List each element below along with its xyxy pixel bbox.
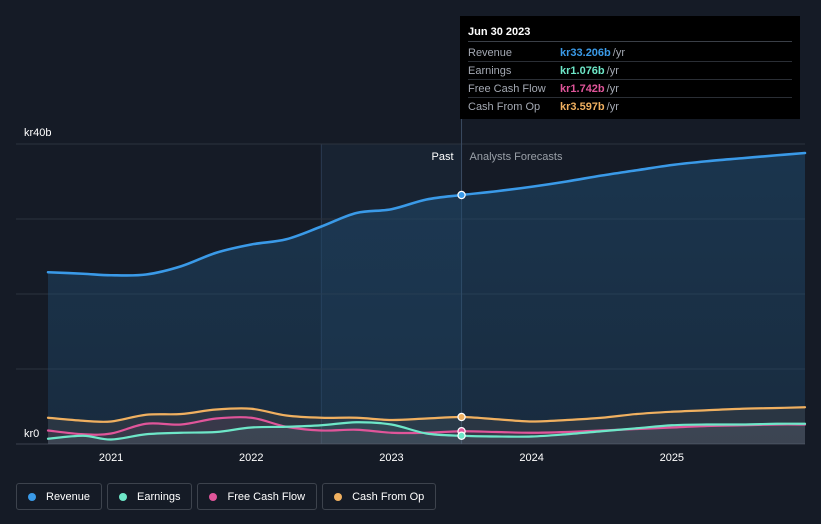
y-axis-label: kr40b bbox=[24, 127, 52, 139]
cash-from-op-marker bbox=[457, 412, 466, 422]
free-cash-flow-area bbox=[48, 417, 805, 444]
forecast-label: Analysts Forecasts bbox=[470, 151, 563, 163]
x-tick-label: 2023 bbox=[379, 452, 403, 464]
x-tick-label: 2024 bbox=[519, 452, 543, 464]
x-tick-label: 2021 bbox=[99, 452, 123, 464]
earnings-area bbox=[48, 422, 805, 444]
legend: Revenue Earnings Free Cash Flow Cash Fro… bbox=[16, 483, 437, 510]
tooltip-row-value: kr1.076b bbox=[560, 64, 605, 77]
legend-label: Earnings bbox=[137, 490, 181, 503]
tooltip-row-label: Earnings bbox=[468, 64, 512, 77]
legend-dot-icon bbox=[119, 492, 128, 501]
legend-dot-icon bbox=[28, 492, 36, 501]
tooltip-row-value: kr33.206b bbox=[560, 46, 611, 59]
tooltip-row-label: Cash From Op bbox=[468, 100, 541, 113]
tooltip-date: Jun 30 2023 bbox=[468, 25, 792, 42]
legend-label: Free Cash Flow bbox=[227, 490, 306, 503]
tooltip-row-unit: /yr bbox=[606, 64, 619, 77]
legend-dot-icon bbox=[334, 492, 343, 501]
legend-item-revenue[interactable]: Revenue bbox=[16, 483, 103, 510]
tooltip-row-cash-from-op: Cash From Op kr3.597b /yr bbox=[468, 98, 792, 115]
past-label: Past bbox=[432, 151, 454, 163]
legend-item-free-cash-flow[interactable]: Free Cash Flow bbox=[197, 483, 318, 510]
x-tick-label: 2022 bbox=[239, 452, 263, 464]
legend-item-cash-from-op[interactable]: Cash From Op bbox=[322, 483, 437, 510]
y-axis-label: kr0 bbox=[24, 428, 39, 440]
revenue-line bbox=[46, 151, 807, 277]
legend-label: Cash From Op bbox=[352, 490, 425, 503]
tooltip-panel: Jun 30 2023 Revenue kr33.206b /yr Earnin… bbox=[460, 16, 800, 119]
revenue-area bbox=[48, 153, 805, 444]
tooltip-row-unit: /yr bbox=[612, 46, 625, 59]
tooltip-row-free-cash-flow: Free Cash Flow kr1.742b /yr bbox=[468, 80, 792, 98]
tooltip-row-value: kr1.742b bbox=[560, 82, 605, 95]
tooltip-row-earnings: Earnings kr1.076b /yr bbox=[468, 62, 792, 80]
legend-label: Revenue bbox=[46, 490, 91, 503]
tooltip-row-value: kr3.597b bbox=[560, 100, 605, 113]
legend-item-earnings[interactable]: Earnings bbox=[107, 483, 193, 510]
revenue-marker bbox=[457, 190, 466, 200]
tooltip-row-unit: /yr bbox=[606, 82, 619, 95]
earnings-line bbox=[46, 421, 807, 441]
cash-from-op-line bbox=[46, 406, 807, 423]
legend-dot-icon bbox=[209, 492, 218, 501]
earnings-marker bbox=[457, 431, 466, 440]
tooltip-row-unit: /yr bbox=[606, 100, 619, 113]
tooltip-row-label: Free Cash Flow bbox=[468, 82, 546, 95]
tooltip-row-revenue: Revenue kr33.206b /yr bbox=[468, 44, 792, 62]
x-tick-label: 2025 bbox=[660, 452, 684, 464]
tooltip-row-label: Revenue bbox=[468, 46, 513, 59]
